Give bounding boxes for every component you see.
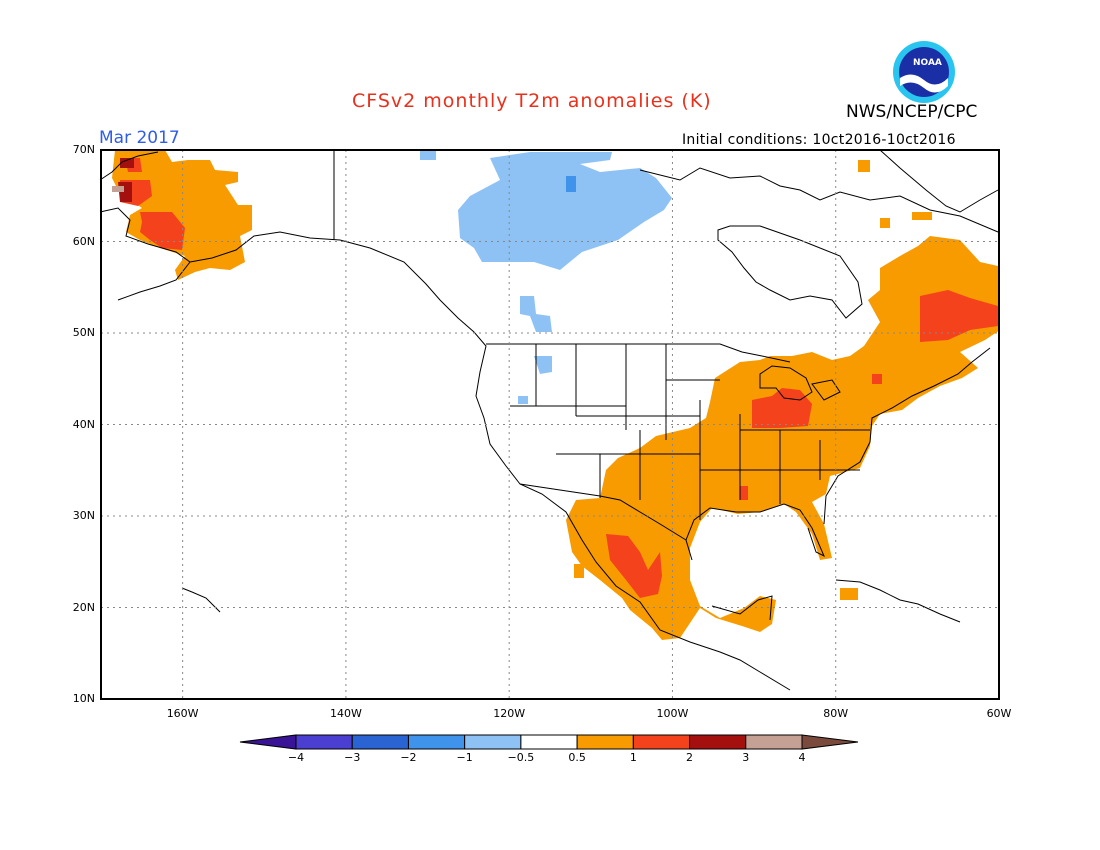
colorbar-segment: [576, 734, 634, 750]
gridlines: [101, 150, 999, 699]
lon-label: 120W: [493, 707, 526, 720]
colorbar-tick-label: −0.5: [507, 751, 535, 764]
mexico-border: [519, 483, 687, 541]
canada-border: [486, 343, 791, 363]
colorbar-tick-label: −4: [287, 751, 305, 764]
logo-text: NOAA: [913, 58, 942, 68]
colorbar-segment: [351, 734, 409, 750]
borders: [333, 150, 870, 541]
gulf-coast: [685, 503, 825, 561]
colorbar-low-arrow: [239, 734, 297, 750]
lat-label: 20N: [72, 600, 95, 614]
initial-conditions: Initial conditions: 10ct2016-10ct2016: [682, 132, 956, 148]
colorbar-tick-label: 3: [742, 751, 750, 764]
lon-label: 80W: [823, 707, 849, 720]
anomaly-us-warm-strong: [606, 290, 998, 598]
colorbar-tick-label: 2: [686, 751, 694, 764]
anomaly-canada-cool: [458, 152, 672, 270]
lat-label: 50N: [72, 326, 95, 339]
colorbar-segment: [520, 734, 578, 750]
arctic-islands: [639, 167, 999, 233]
colorbar-tick-label: −1: [456, 751, 473, 764]
lon-label: 100W: [656, 707, 689, 720]
colorbar-segment: [407, 734, 466, 750]
greenland-coast: [879, 149, 999, 213]
hudson-bay: [717, 225, 863, 319]
alaska-coast: [99, 151, 191, 301]
atlantic-coast: [823, 347, 991, 525]
colorbar-segment: [689, 734, 747, 750]
agency-label: NWS/NCEP/CPC: [846, 102, 978, 122]
lat-label: 70N: [72, 143, 95, 156]
anomaly-alaska-strong: [120, 158, 185, 250]
caribbean: [835, 579, 961, 623]
state-lines: [510, 344, 870, 520]
lat-label: 10N: [72, 692, 95, 705]
colorbar-segment: [632, 734, 691, 750]
lat-label: 30N: [72, 509, 95, 522]
pacific-coast: [189, 231, 791, 691]
lon-label: 60W: [986, 707, 1012, 720]
noaa-logo-icon: NOAA: [893, 41, 955, 103]
map-frame: [100, 149, 1000, 700]
anomaly-us-warm: [566, 236, 1000, 640]
colorbar-tick-label: −3: [344, 751, 361, 764]
anomaly-rockies-cool: [518, 296, 552, 404]
forecast-month: Mar 2017: [99, 128, 180, 148]
anomaly-canada-cool-core: [566, 176, 576, 192]
anomaly-canada-cool-north: [420, 150, 436, 160]
lon-label: 160W: [166, 707, 199, 720]
colorbar-tick-label: 4: [798, 751, 806, 764]
hawaii: [181, 587, 221, 613]
colorbar-segment: [464, 734, 522, 750]
colorbar-segment: [745, 734, 803, 750]
lat-label: 40N: [72, 417, 95, 431]
colorbar: [239, 734, 859, 750]
colorbar-tick-label: 0.5: [568, 751, 586, 764]
anomaly-fields: [112, 150, 1000, 640]
lat-label: 60N: [72, 234, 95, 248]
anomaly-alaska-extreme: [112, 186, 124, 192]
colorbar-tick-label: −2: [400, 751, 417, 764]
lon-label: 140W: [329, 707, 362, 720]
map-title: CFSv2 monthly T2m anomalies (K): [352, 90, 712, 112]
colorbar-segment: [295, 734, 353, 750]
great-lakes: [759, 365, 841, 401]
colorbar-high-arrow: [801, 734, 859, 750]
colorbar-tick-label: 1: [629, 751, 637, 764]
coastlines: [99, 149, 999, 691]
yucatan: [711, 595, 773, 621]
